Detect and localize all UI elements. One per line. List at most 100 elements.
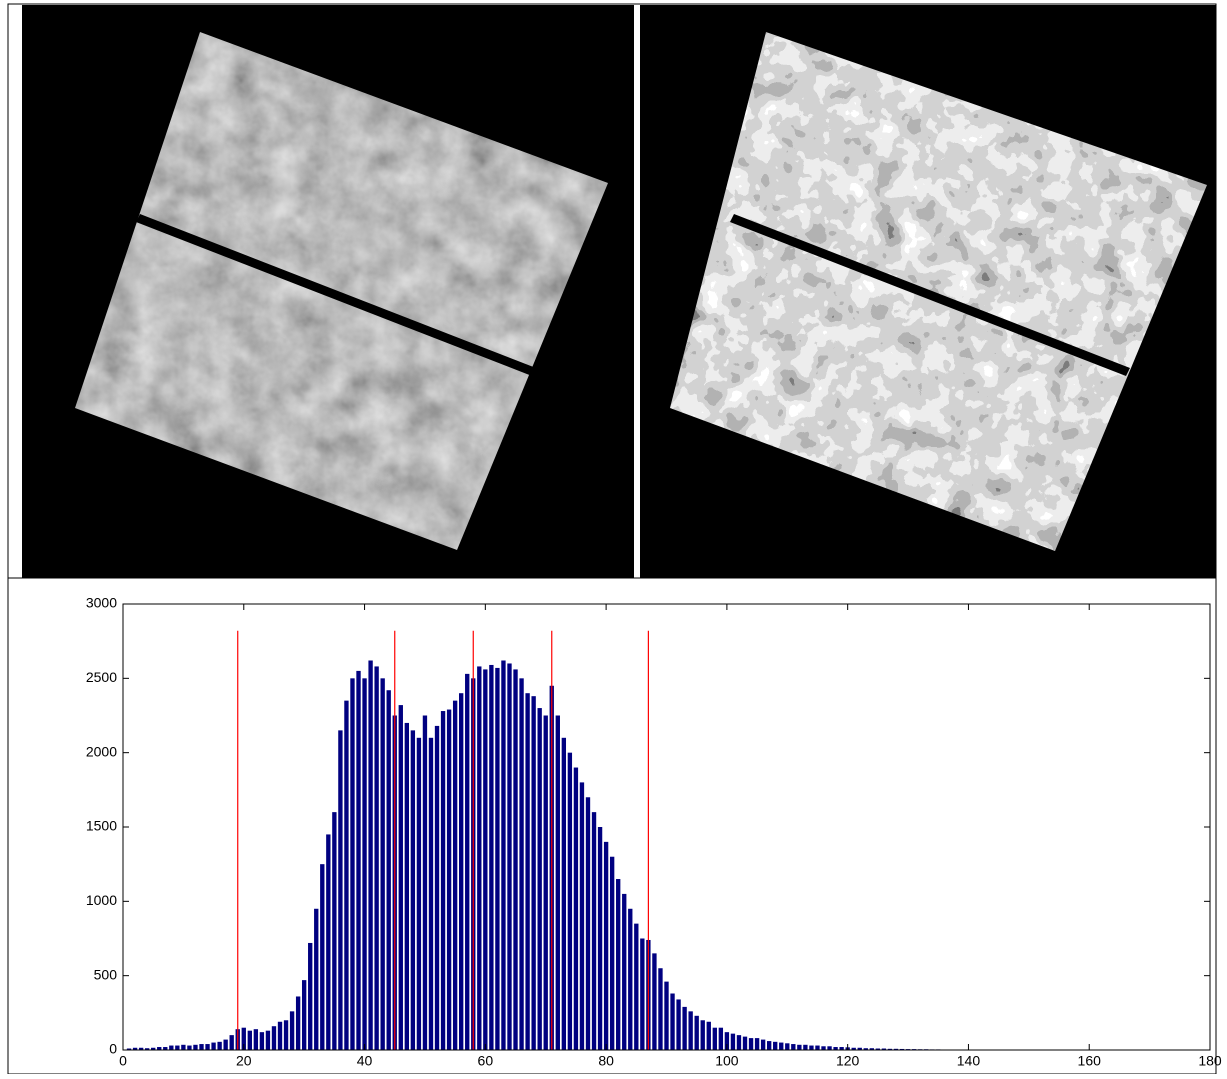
bar (181, 1045, 185, 1050)
bar (803, 1045, 807, 1050)
bar (453, 701, 457, 1050)
bar (574, 768, 578, 1050)
x-tick-label: 40 (357, 1053, 373, 1069)
bar (815, 1046, 819, 1050)
bar (374, 666, 378, 1050)
bar (713, 1028, 717, 1050)
y-tick-label: 2000 (86, 743, 117, 759)
bar (682, 1007, 686, 1050)
x-tick-label: 20 (236, 1053, 252, 1069)
y-tick-label: 0 (109, 1041, 117, 1057)
bar (773, 1042, 777, 1050)
bar (507, 663, 511, 1050)
bar (278, 1022, 282, 1050)
bar (580, 782, 584, 1050)
bar (260, 1032, 264, 1050)
x-tick-label: 0 (119, 1053, 127, 1069)
bar (399, 705, 403, 1050)
bar (598, 827, 602, 1050)
bar (199, 1044, 203, 1050)
bar (411, 730, 415, 1050)
bar (634, 924, 638, 1050)
bar (785, 1043, 789, 1050)
bar (350, 678, 354, 1050)
x-tick-label: 100 (715, 1053, 739, 1069)
bar (544, 716, 548, 1051)
y-tick-label: 2500 (86, 669, 117, 685)
bar (332, 812, 336, 1050)
bar (326, 834, 330, 1050)
bar (676, 999, 680, 1050)
bar (628, 909, 632, 1050)
y-tick-label: 1500 (86, 818, 117, 834)
bar (314, 909, 318, 1050)
y-tick-label: 500 (94, 966, 118, 982)
bar (670, 994, 674, 1050)
bar (568, 753, 572, 1050)
bar (483, 669, 487, 1050)
bar (465, 674, 469, 1050)
x-tick-label: 180 (1198, 1053, 1222, 1069)
bar (719, 1028, 723, 1050)
bar (187, 1046, 191, 1050)
bar (779, 1043, 783, 1050)
bar (761, 1040, 765, 1050)
bar (290, 1011, 294, 1050)
y-tick-label: 3000 (86, 595, 117, 611)
bar (707, 1022, 711, 1050)
bar (519, 678, 523, 1050)
bar (616, 879, 620, 1050)
bar (338, 730, 342, 1050)
bar (230, 1035, 234, 1050)
x-tick-label: 140 (957, 1053, 981, 1069)
bar (459, 693, 463, 1050)
bar (169, 1046, 173, 1050)
bar (417, 738, 421, 1050)
bar (701, 1020, 705, 1050)
bar (538, 708, 542, 1050)
bar (320, 864, 324, 1050)
bar (586, 797, 590, 1050)
bar (435, 726, 439, 1050)
bar (296, 996, 300, 1050)
bar (695, 1016, 699, 1050)
bar (175, 1046, 179, 1050)
bar (272, 1026, 276, 1050)
bar (302, 980, 306, 1050)
bar (592, 812, 596, 1050)
bar (254, 1029, 258, 1050)
bar (405, 723, 409, 1050)
bar (248, 1031, 252, 1050)
bar (344, 701, 348, 1050)
bar (640, 939, 644, 1051)
bar (356, 671, 360, 1050)
bar (380, 678, 384, 1050)
bar (423, 716, 427, 1051)
bar (362, 678, 366, 1050)
bar (749, 1038, 753, 1050)
bar (767, 1041, 771, 1050)
bar (477, 666, 481, 1050)
y-tick-label: 1000 (86, 892, 117, 908)
bar (743, 1037, 747, 1050)
bar (604, 842, 608, 1050)
x-tick-label: 60 (478, 1053, 494, 1069)
bar (368, 660, 372, 1050)
bar (731, 1034, 735, 1050)
bar (688, 1011, 692, 1050)
bar (791, 1044, 795, 1050)
bar (284, 1020, 288, 1050)
bar (217, 1042, 221, 1050)
bar (610, 857, 614, 1050)
bar (489, 665, 493, 1050)
bar (193, 1045, 197, 1050)
bar (737, 1035, 741, 1050)
bar (556, 716, 560, 1051)
bar (797, 1045, 801, 1050)
bar (755, 1038, 759, 1050)
bar (308, 943, 312, 1050)
bar (531, 696, 535, 1050)
bar (827, 1046, 831, 1050)
bar (205, 1044, 209, 1050)
